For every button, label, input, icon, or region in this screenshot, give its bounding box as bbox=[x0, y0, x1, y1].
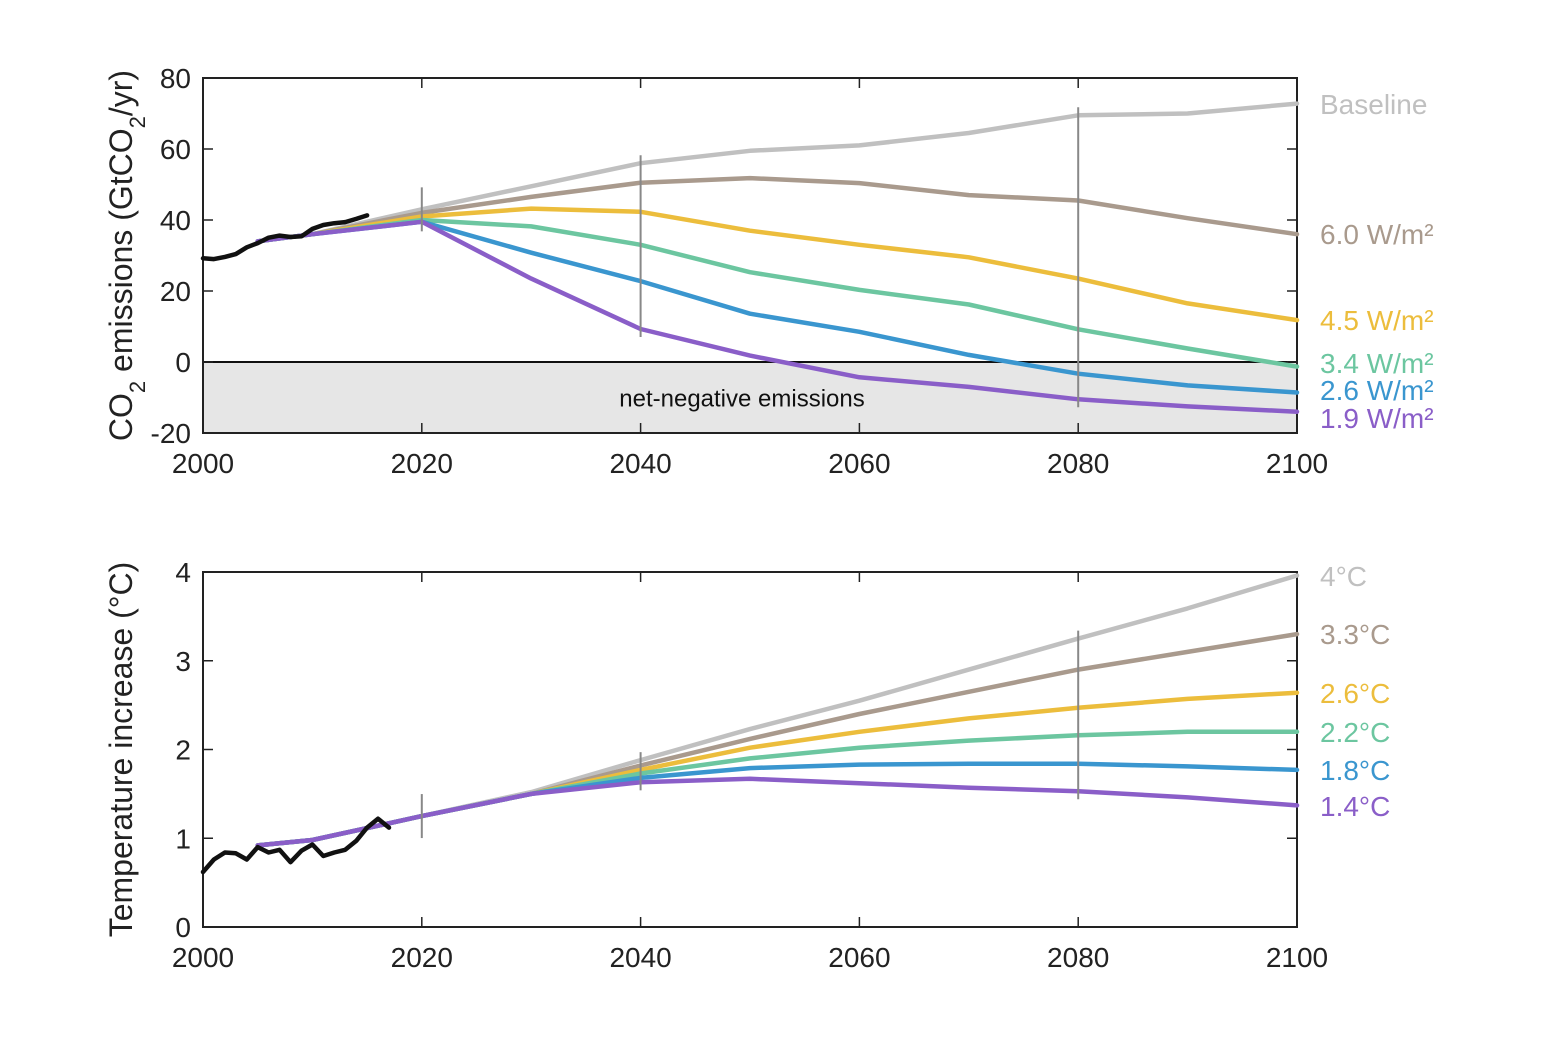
series-line bbox=[255, 776, 1300, 848]
series-label: 3.4 W/m² bbox=[1320, 348, 1434, 379]
series-line bbox=[255, 219, 1300, 414]
y-tick-label: 40 bbox=[160, 205, 191, 236]
x-tick-label: 2080 bbox=[1047, 942, 1109, 973]
y-axis-title: CO2 emissions (GtCO2/yr) bbox=[103, 70, 150, 441]
historical-line bbox=[200, 213, 370, 262]
x-tick-label: 2060 bbox=[828, 448, 890, 479]
net-negative-label: net-negative emissions bbox=[619, 386, 864, 413]
x-tick-label: 2000 bbox=[172, 448, 234, 479]
historical-line bbox=[200, 816, 392, 875]
series-label: 1.8°C bbox=[1320, 755, 1390, 786]
series-line bbox=[255, 761, 1300, 848]
x-tick-label: 2060 bbox=[828, 942, 890, 973]
series-label: 4.5 W/m² bbox=[1320, 305, 1434, 336]
x-tick-label: 2020 bbox=[391, 448, 453, 479]
series-label: 1.9 W/m² bbox=[1320, 403, 1434, 434]
series-line bbox=[255, 631, 1300, 848]
series-label: 6.0 W/m² bbox=[1320, 219, 1434, 250]
series-line bbox=[255, 206, 1300, 323]
series-label: 3.3°C bbox=[1320, 619, 1390, 650]
y-axis-title: Temperature increase (°C) bbox=[103, 562, 139, 938]
series-line bbox=[255, 573, 1300, 848]
series-line bbox=[255, 175, 1300, 244]
x-tick-label: 2040 bbox=[609, 942, 671, 973]
x-tick-label: 2100 bbox=[1266, 448, 1328, 479]
y-tick-label: 2 bbox=[175, 735, 191, 766]
series-label: 2.2°C bbox=[1320, 717, 1390, 748]
y-tick-label: 1 bbox=[175, 823, 191, 854]
x-tick-label: 2020 bbox=[391, 942, 453, 973]
y-tick-label: 60 bbox=[160, 134, 191, 165]
x-tick-label: 2040 bbox=[609, 448, 671, 479]
series-label: 1.4°C bbox=[1320, 791, 1390, 822]
y-tick-label: 4 bbox=[175, 557, 191, 588]
plot-frame bbox=[202, 77, 1298, 434]
series-label: 2.6 W/m² bbox=[1320, 375, 1434, 406]
y-tick-label: -20 bbox=[151, 418, 191, 449]
series-line bbox=[255, 729, 1300, 848]
temperature-panel: 2000 2020 2040 2060 2080 2100 0 1 2 3 4 Temperature… bbox=[103, 557, 1390, 973]
y-tick-label: 0 bbox=[175, 347, 191, 378]
series-label: 2.6°C bbox=[1320, 678, 1390, 709]
y-tick-label: 20 bbox=[160, 276, 191, 307]
y-tick-label: 80 bbox=[160, 63, 191, 94]
x-tick-label: 2080 bbox=[1047, 448, 1109, 479]
net-negative-region bbox=[203, 362, 1297, 433]
y-tick-label: 3 bbox=[175, 646, 191, 677]
series-line bbox=[255, 101, 1300, 244]
series-label: Baseline bbox=[1320, 89, 1427, 120]
x-tick-label: 2100 bbox=[1266, 942, 1328, 973]
x-tick-label: 2000 bbox=[172, 942, 234, 973]
series-label: 4°C bbox=[1320, 561, 1367, 592]
y-tick-label: 0 bbox=[175, 912, 191, 943]
